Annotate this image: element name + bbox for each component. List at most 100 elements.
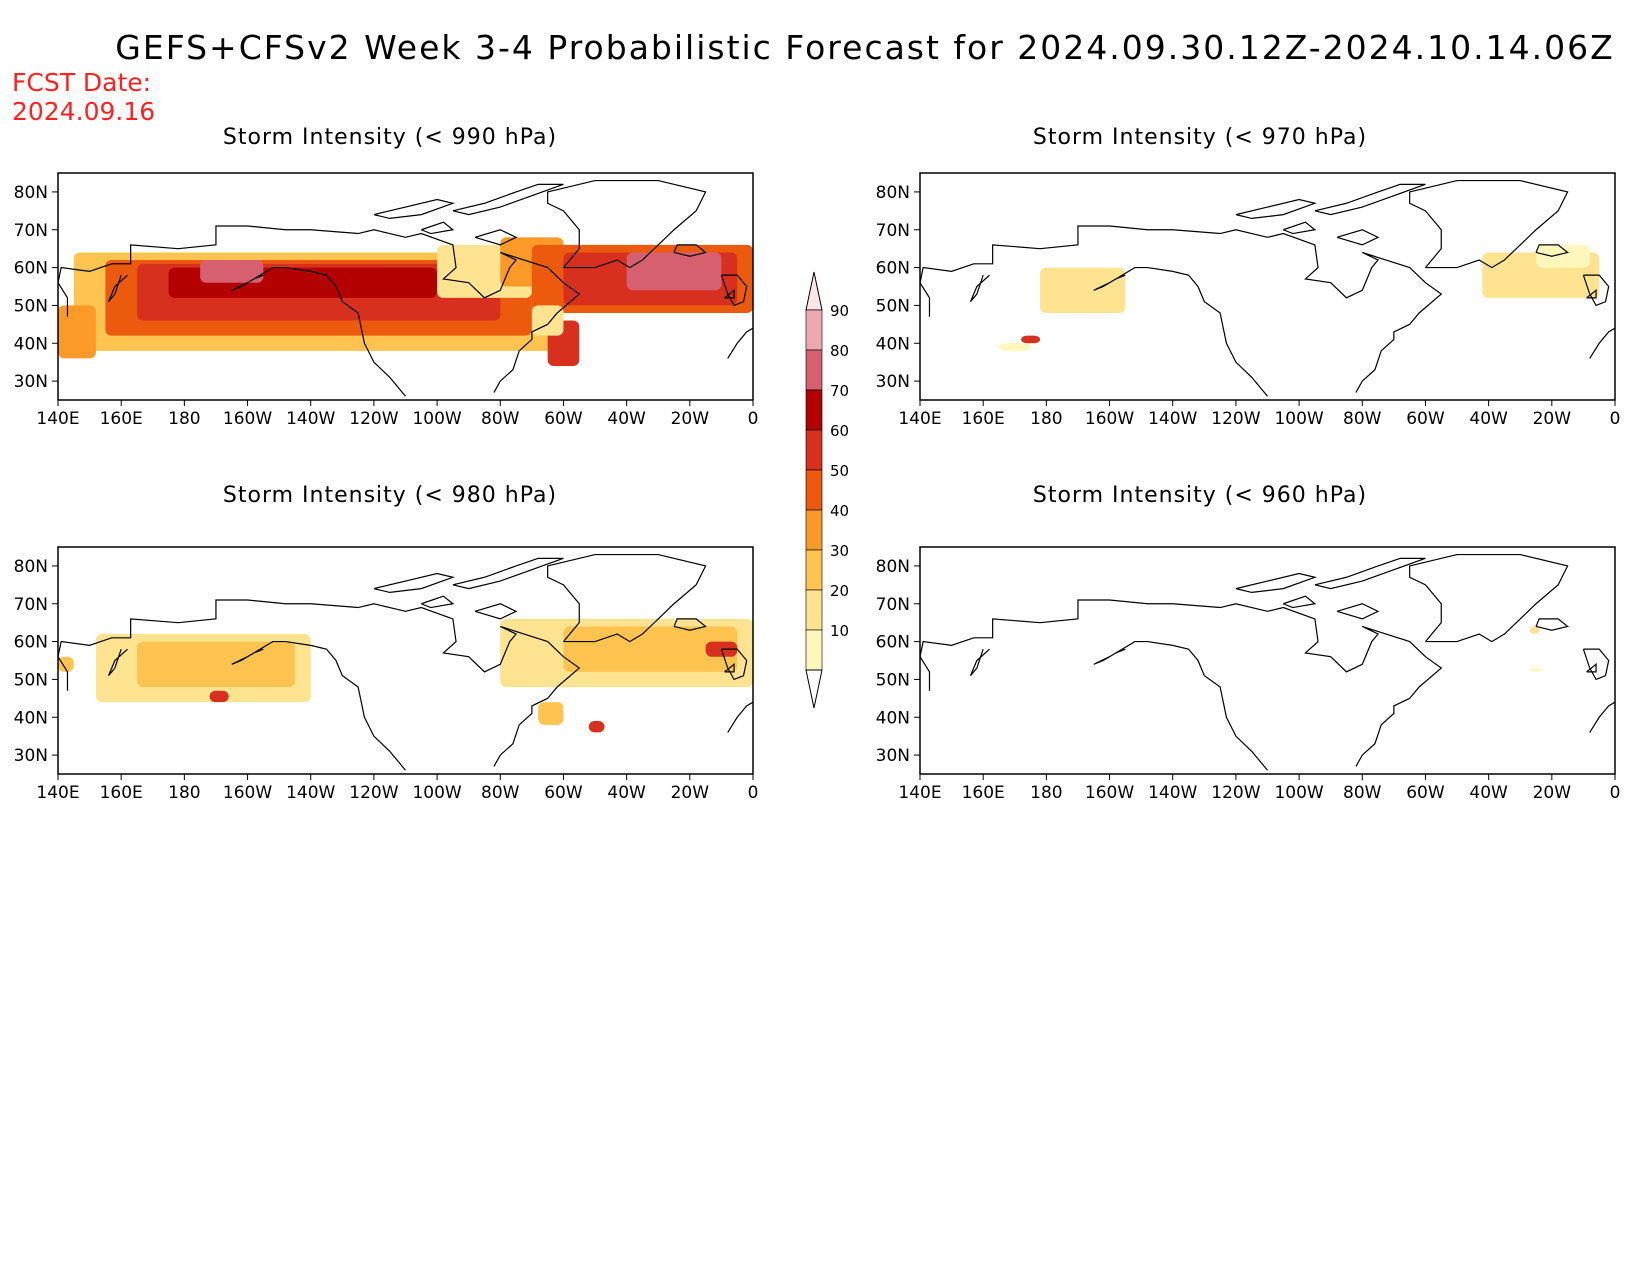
lon-label: 20W [1533, 783, 1572, 803]
coastline [1586, 289, 1597, 299]
colorbar-label: 10 [830, 622, 849, 640]
colorbar: 90 80 70 60 50 40 30 20 10 [805, 271, 849, 709]
lat-label: 70N [876, 595, 910, 615]
colorbar-label: 40 [830, 502, 849, 520]
coastline [1093, 266, 1268, 397]
colorbar-swatch-20 [805, 589, 823, 631]
coastline [969, 648, 990, 677]
coastline [474, 229, 518, 246]
coastline [1582, 274, 1610, 307]
lon-label: 180 [1030, 409, 1062, 429]
lon-label: 180 [168, 409, 200, 429]
panel-title-990: Storm Intensity (< 990 hPa) [222, 125, 558, 150]
lat-label: 80N [14, 183, 48, 203]
map-frame [57, 546, 754, 775]
lon-label: 120W [349, 409, 398, 429]
prob-region-60 [705, 641, 738, 657]
coastline [1283, 595, 1317, 609]
colorbar-label: 20 [830, 582, 849, 600]
lat-label: 30N [876, 372, 910, 392]
lon-label: 160W [1085, 783, 1134, 803]
lon-label: 40W [1469, 409, 1508, 429]
coastlines-p980 [58, 553, 753, 771]
map-panel-p990: 80N 70N 60N 50N 40N 30N 140E 160E 180 160W 140W 120… [14, 172, 758, 429]
coastline [1283, 221, 1317, 235]
coastline [373, 198, 455, 220]
lon-label: 0 [748, 783, 759, 803]
lon-label: 140W [1148, 783, 1197, 803]
colorbar-swatch-50 [805, 469, 823, 511]
prob-region-10 [1529, 668, 1543, 672]
lon-label: 60W [544, 409, 583, 429]
coastlines-p960 [920, 553, 1615, 771]
lon-label: 140E [36, 783, 79, 803]
lon-label: 40W [1469, 783, 1508, 803]
coastline [1314, 557, 1426, 590]
colorbar-swatch-80 [805, 349, 823, 391]
prob-region-30 [538, 702, 564, 725]
lat-label: 50N [14, 670, 48, 690]
coastline [1409, 553, 1569, 643]
prob-region-20 [531, 305, 564, 336]
panel-title-970: Storm Intensity (< 970 hPa) [1032, 125, 1368, 150]
lon-label: 120W [1211, 409, 1260, 429]
lat-label: 40N [876, 708, 910, 728]
prob-region-60 [209, 690, 229, 703]
lon-label: 160E [962, 409, 1005, 429]
prob-region-10 [1536, 244, 1590, 268]
prob-region-20 [1529, 626, 1540, 635]
lat-label: 80N [876, 183, 910, 203]
colorbar-bottom-arrow [805, 669, 823, 709]
lon-label: 0 [1610, 409, 1621, 429]
colorbar-swatch-30 [805, 549, 823, 591]
lon-label: 140E [36, 409, 79, 429]
lon-label: 60W [544, 783, 583, 803]
coastline [673, 244, 707, 257]
lat-label: 30N [14, 746, 48, 766]
coastlines-p970 [920, 179, 1615, 397]
lon-label: 120W [1211, 783, 1260, 803]
lon-label: 60W [1406, 783, 1445, 803]
lat-label: 30N [876, 746, 910, 766]
lon-label: 40W [607, 783, 646, 803]
coastline [1582, 648, 1610, 681]
prob-region-30 [136, 641, 295, 687]
coastline [452, 557, 564, 590]
shading-p990 [58, 237, 753, 366]
lon-label: 80W [481, 783, 520, 803]
colorbar-label: 90 [830, 302, 849, 320]
lon-label: 160W [1085, 409, 1134, 429]
colorbar-top-arrow [805, 271, 823, 311]
coastline [969, 274, 990, 303]
lon-label: 20W [1533, 409, 1572, 429]
lon-label: 120W [349, 783, 398, 803]
lon-label: 160W [223, 783, 272, 803]
lon-label: 140W [1148, 409, 1197, 429]
lon-label: 160E [100, 783, 143, 803]
prob-region-60 [588, 721, 605, 733]
main-title: GEFS+CFSv2 Week 3-4 Probabilistic Foreca… [115, 28, 1615, 67]
lat-label: 50N [876, 296, 910, 316]
coastline [727, 701, 753, 733]
map-frame [57, 172, 754, 401]
prob-region-80 [200, 260, 264, 283]
lon-label: 80W [1343, 783, 1382, 803]
colorbar-label: 70 [830, 382, 849, 400]
lat-label: 80N [876, 557, 910, 577]
coastline [474, 603, 518, 620]
prob-region-80 [626, 252, 722, 291]
lat-label: 60N [14, 259, 48, 279]
lon-label: 140W [286, 783, 335, 803]
lat-label: 80N [14, 557, 48, 577]
lon-label: 0 [1610, 783, 1621, 803]
colorbar-label: 50 [830, 462, 849, 480]
lon-label: 40W [607, 409, 646, 429]
prob-region-60 [1021, 335, 1041, 344]
lat-label: 40N [14, 708, 48, 728]
coastline [373, 572, 455, 594]
coastline [1314, 183, 1426, 216]
coastline [1535, 618, 1569, 631]
lon-label: 140W [286, 409, 335, 429]
coastline [1409, 179, 1569, 269]
lon-label: 160W [223, 409, 272, 429]
